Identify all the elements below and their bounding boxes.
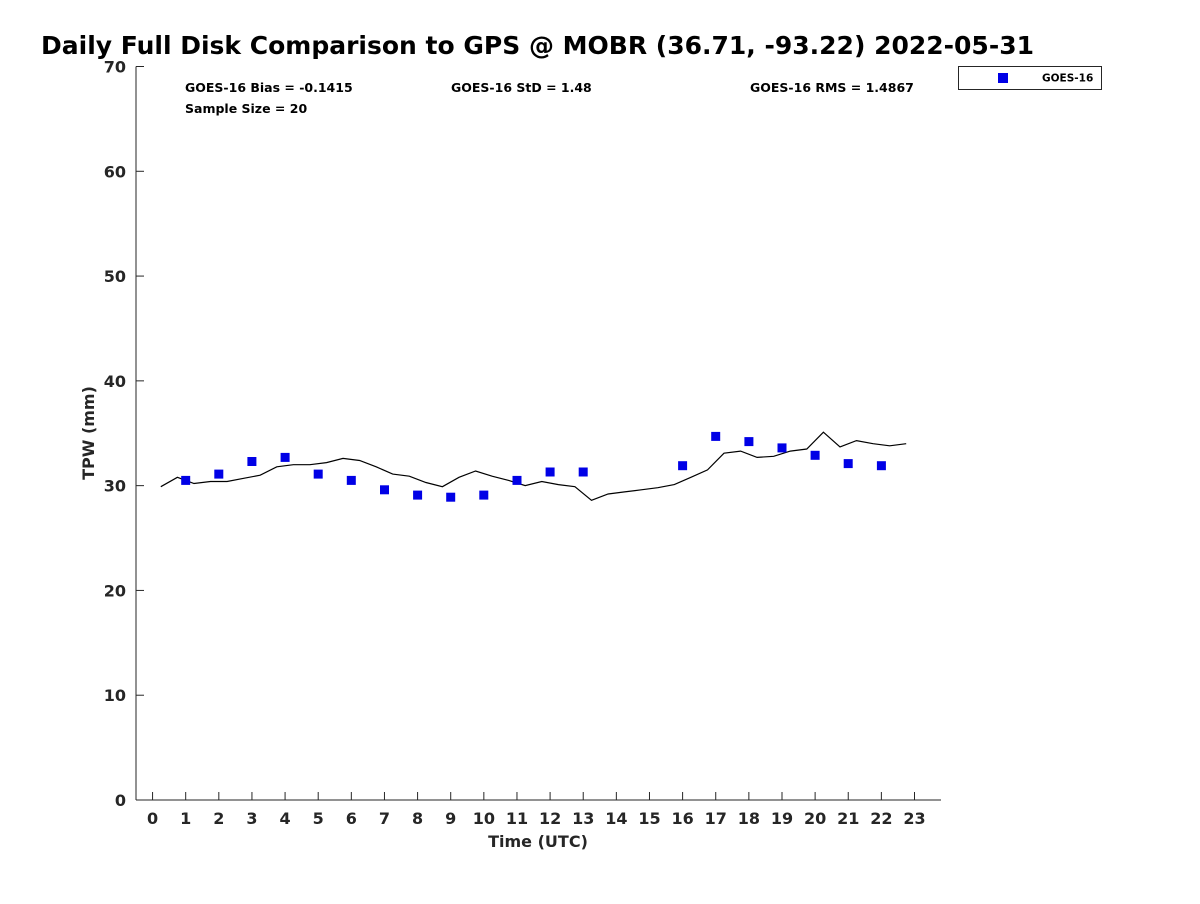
goes16-point <box>876 461 886 471</box>
stat-bias: GOES-16 Bias = -0.1415 <box>185 80 353 95</box>
goes16-point <box>479 490 489 500</box>
goes16-point <box>214 469 224 479</box>
x-tick-label: 14 <box>605 809 627 828</box>
goes16-point <box>744 437 754 447</box>
x-tick-label: 16 <box>671 809 693 828</box>
x-axis-label: Time (UTC) <box>488 832 588 851</box>
x-tick-label: 20 <box>804 809 826 828</box>
x-tick-label: 15 <box>638 809 660 828</box>
x-tick-label: 10 <box>473 809 495 828</box>
x-tick-label: 18 <box>738 809 760 828</box>
x-ticks: 0 1 2 3 4 5 6 7 8 9 10 11 12 13 14 15 16 17 18 19 20 21 22 23 <box>147 792 926 828</box>
goes-points-layer <box>181 431 886 502</box>
x-tick-label: 3 <box>246 809 257 828</box>
x-tick-label: 17 <box>705 809 727 828</box>
goes16-point <box>777 443 787 453</box>
legend: GOES-16 <box>958 66 1102 90</box>
goes16-point <box>578 467 588 477</box>
goes16-point <box>181 475 191 485</box>
goes16-point <box>678 461 688 471</box>
x-tick-label: 4 <box>280 809 291 828</box>
goes16-point <box>313 469 323 479</box>
x-tick-label: 1 <box>180 809 191 828</box>
stat-std: GOES-16 StD = 1.48 <box>451 80 592 95</box>
stat-sample-size: Sample Size = 20 <box>185 101 307 116</box>
y-tick-label: 10 <box>104 686 126 705</box>
goes16-point <box>545 467 555 477</box>
x-tick-label: 12 <box>539 809 561 828</box>
goes16-point <box>413 490 423 500</box>
goes16-point <box>280 452 290 462</box>
goes16-point <box>247 457 257 466</box>
x-tick-label: 2 <box>213 809 224 828</box>
y-tick-label: 70 <box>104 58 126 77</box>
y-tick-label: 40 <box>104 372 126 391</box>
stat-rms: GOES-16 RMS = 1.4867 <box>750 80 914 95</box>
x-tick-label: 7 <box>379 809 390 828</box>
x-tick-label: 21 <box>837 809 859 828</box>
x-tick-label: 19 <box>771 809 793 828</box>
legend-marker-goes16 <box>998 73 1008 83</box>
goes16-point <box>810 450 820 460</box>
x-tick-label: 0 <box>147 809 158 828</box>
x-tick-label: 13 <box>572 809 594 828</box>
goes16-point <box>380 485 389 495</box>
legend-box <box>958 66 1102 90</box>
goes16-point <box>711 431 721 441</box>
y-tick-label: 50 <box>104 267 126 286</box>
y-tick-label: 30 <box>104 477 126 496</box>
legend-label-goes16: GOES-16 <box>1042 73 1093 85</box>
x-tick-label: 6 <box>346 809 357 828</box>
x-tick-label: 8 <box>412 809 423 828</box>
goes16-point <box>446 492 456 502</box>
gps-series-line <box>160 431 907 501</box>
y-tick-label: 60 <box>104 162 126 181</box>
y-tick-label: 20 <box>104 581 126 600</box>
goes16-point <box>843 459 853 469</box>
gps-line-layer <box>160 431 907 501</box>
x-tick-label: 11 <box>506 809 528 828</box>
goes16-point <box>346 475 356 485</box>
y-ticks: 0 10 20 30 40 50 60 70 <box>104 58 144 810</box>
y-tick-label: 0 <box>115 791 126 810</box>
x-tick-label: 23 <box>903 809 925 828</box>
goes16-point <box>512 475 522 485</box>
x-tick-label: 9 <box>445 809 456 828</box>
y-axis-label: TPW (mm) <box>79 386 98 480</box>
x-tick-label: 5 <box>313 809 324 828</box>
x-tick-label: 22 <box>870 809 892 828</box>
chart-title: Daily Full Disk Comparison to GPS @ MOBR… <box>41 31 1034 60</box>
